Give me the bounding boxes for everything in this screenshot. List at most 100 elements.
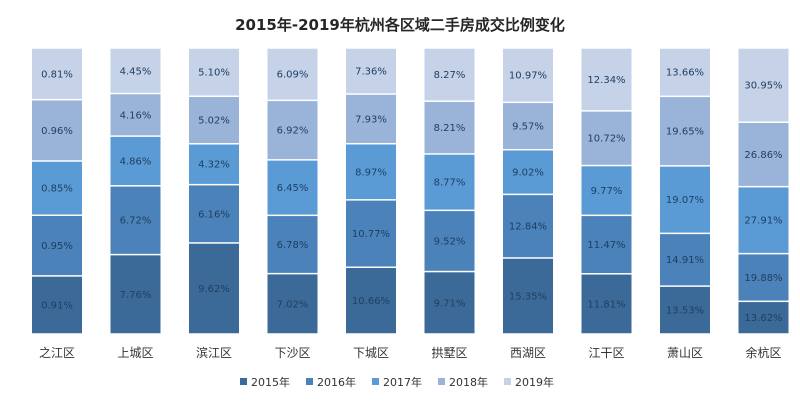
- data-label: 10.97%: [509, 71, 547, 82]
- data-label: 11.47%: [587, 240, 625, 251]
- category-label: 余杭区: [745, 345, 781, 360]
- chart-title: 2015年-2019年杭州各区域二手房成交比例变化: [235, 16, 565, 34]
- bar-column: 11.81% 11.47% 9.77% 10.72% 12.34%: [581, 48, 632, 334]
- bar-segment: [346, 268, 396, 334]
- data-label: 12.34%: [587, 75, 625, 86]
- bar-column: 7.02% 6.78% 6.45% 6.92% 6.09%: [267, 48, 318, 334]
- data-label: 9.52%: [434, 236, 466, 247]
- bar-segment: [267, 160, 318, 215]
- data-label: 5.10%: [198, 68, 230, 79]
- bar-segment: [660, 286, 710, 334]
- legend-item: 2017年: [372, 375, 422, 389]
- data-label: 9.71%: [434, 298, 466, 309]
- category-label: 西湖区: [510, 345, 546, 360]
- data-label: 19.65%: [666, 127, 704, 138]
- bar-segment: [189, 144, 239, 184]
- data-label: 10.77%: [352, 229, 390, 240]
- bar-segment: [346, 144, 396, 200]
- data-label: 4.45%: [120, 66, 152, 77]
- data-label: 9.77%: [591, 186, 623, 197]
- bars-area: 0.91% 0.95% 0.85% 0.96% 0.81% 7.76% 6.72% 4.86%…: [32, 48, 789, 334]
- bar-segment: [267, 274, 318, 334]
- bar-segment: [110, 48, 161, 93]
- bar-segment: [660, 166, 710, 233]
- category-label: 拱墅区: [431, 346, 467, 360]
- category-axis: 之江区 上城区 滨江区 下沙区 下城区 拱墅区 西湖区 江干区 萧山区 余杭区: [39, 345, 782, 360]
- bar-segment: [346, 200, 396, 267]
- bar-segment: [738, 48, 789, 122]
- data-label: 27.91%: [744, 216, 782, 227]
- data-label: 10.72%: [587, 134, 625, 145]
- data-label: 4.16%: [120, 110, 152, 121]
- bar-segment: [738, 187, 789, 253]
- bar-segment: [267, 48, 318, 100]
- bar-segment: [189, 48, 239, 96]
- legend-label: 2017年: [383, 375, 422, 389]
- data-label: 13.66%: [666, 68, 704, 79]
- data-label: 12.84%: [509, 222, 547, 233]
- bar-column: 9.62% 6.16% 4.32% 5.02% 5.10%: [189, 48, 239, 334]
- legend-label: 2019年: [515, 375, 554, 389]
- bar-segment: [110, 94, 161, 136]
- data-label: 9.02%: [512, 168, 544, 179]
- bar-segment: [738, 254, 789, 301]
- bar-segment: [32, 161, 82, 215]
- legend-item: 2018年: [438, 375, 488, 389]
- legend: 2015年 2016年 2017年 2018年 2019年: [240, 375, 554, 389]
- legend-label: 2016年: [317, 375, 356, 389]
- bar-column: 10.66% 10.77% 8.97% 7.93% 7.36%: [346, 48, 396, 334]
- bar-segment: [581, 216, 632, 274]
- data-label: 10.66%: [352, 296, 390, 307]
- legend-swatch: [372, 378, 379, 385]
- data-label: 14.91%: [666, 255, 704, 266]
- data-label: 13.62%: [744, 313, 782, 324]
- data-label: 9.62%: [198, 284, 230, 295]
- bar-column: 13.53% 14.91% 19.07% 19.65% 13.66%: [660, 48, 710, 334]
- data-label: 5.02%: [198, 116, 230, 127]
- bar-segment: [424, 48, 475, 101]
- bar-segment: [660, 48, 710, 96]
- bar-segment: [503, 48, 553, 102]
- data-label: 6.78%: [277, 240, 309, 251]
- category-label: 下沙区: [274, 346, 310, 360]
- category-label: 滨江区: [196, 345, 232, 360]
- data-label: 4.86%: [120, 156, 152, 167]
- bar-segment: [581, 111, 632, 165]
- category-label: 下城区: [353, 346, 389, 360]
- data-label: 8.21%: [434, 123, 466, 134]
- category-label: 萧山区: [667, 346, 703, 360]
- bar-segment: [267, 101, 318, 160]
- data-label: 6.09%: [277, 70, 309, 81]
- bar-column: 0.91% 0.95% 0.85% 0.96% 0.81%: [32, 48, 82, 334]
- category-label: 之江区: [39, 346, 75, 360]
- bar-segment: [110, 186, 161, 254]
- data-label: 6.16%: [198, 209, 230, 220]
- data-label: 7.02%: [277, 299, 309, 310]
- legend-label: 2018年: [449, 375, 488, 389]
- bar-column: 13.62% 19.88% 27.91% 26.86% 30.95%: [738, 48, 789, 334]
- bar-segment: [503, 195, 553, 258]
- data-label: 0.95%: [41, 241, 73, 252]
- data-label: 0.81%: [41, 69, 73, 80]
- bar-segment: [32, 100, 82, 161]
- bar-segment: [267, 216, 318, 273]
- data-label: 8.77%: [434, 178, 466, 189]
- data-label: 0.91%: [41, 300, 73, 311]
- legend-item: 2016年: [306, 375, 356, 389]
- bar-segment: [503, 103, 553, 149]
- bar-segment: [660, 234, 710, 286]
- data-label: 30.95%: [744, 81, 782, 92]
- category-label: 江干区: [588, 346, 624, 360]
- category-label: 上城区: [117, 346, 153, 360]
- data-label: 11.81%: [587, 299, 625, 310]
- bar-segment: [424, 272, 475, 334]
- bar-segment: [32, 48, 82, 99]
- data-label: 15.35%: [509, 291, 547, 302]
- data-label: 19.88%: [744, 273, 782, 284]
- data-label: 7.36%: [355, 67, 387, 78]
- data-label: 8.97%: [355, 167, 387, 178]
- data-label: 8.27%: [434, 70, 466, 81]
- bar-segment: [424, 211, 475, 271]
- bar-segment: [189, 97, 239, 144]
